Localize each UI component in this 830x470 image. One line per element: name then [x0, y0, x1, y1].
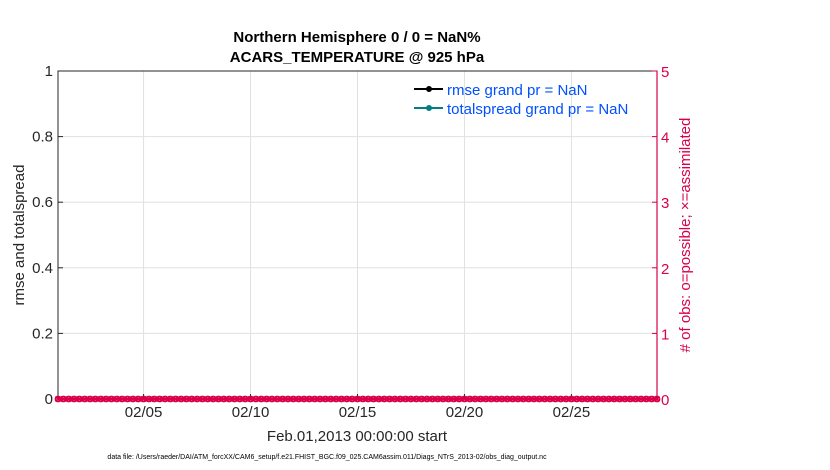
- y-tick-label: 1: [45, 63, 53, 80]
- x-tick-label: 02/15: [339, 404, 377, 421]
- x-tick-label: 02/20: [446, 404, 484, 421]
- y-tick-label: 0.6: [32, 194, 53, 211]
- x-tick-label: 02/10: [232, 404, 270, 421]
- y-right-tick-label: 4: [661, 130, 669, 147]
- y-tick-label: 0.8: [32, 129, 53, 146]
- grid: [58, 70, 657, 400]
- y-right-tick-label: 0: [661, 392, 669, 409]
- obs-count-markers: [54, 395, 661, 403]
- legend: rmse grand pr = NaN totalspread grand pr…: [414, 82, 628, 118]
- legend-marker-rmse: [426, 86, 432, 92]
- title-line-2: ACARS_TEMPERATURE @ 925 hPa: [230, 49, 485, 66]
- y-tick-label: 0: [45, 391, 53, 408]
- legend-label-totalspread: totalspread grand pr = NaN: [447, 101, 628, 118]
- x-axis-label: Feb.01,2013 00:00:00 start: [267, 428, 448, 445]
- legend-label-rmse: rmse grand pr = NaN: [447, 82, 587, 99]
- y-axis-label: rmse and totalspread: [11, 165, 28, 306]
- x-tick-label: 02/05: [125, 404, 163, 421]
- y-right-tick-label: 1: [661, 326, 669, 343]
- title-line-1: Northern Hemisphere 0 / 0 = NaN%: [233, 29, 480, 46]
- y-right-tick-label: 3: [661, 195, 669, 212]
- y-tick-label: 0.4: [32, 260, 53, 277]
- y-axis-right-label: # of obs: o=possible; ×=assimilated: [677, 118, 694, 353]
- y-right-tick-label: 5: [661, 64, 669, 81]
- legend-marker-totalspread: [426, 105, 432, 111]
- x-tick-label: 02/25: [553, 404, 591, 421]
- y-tick-label: 0.2: [32, 325, 53, 342]
- y-right-tick-label: 2: [661, 261, 669, 278]
- data-file-footer: data file: /Users/raeder/DAI/ATM_forcXX/…: [107, 454, 547, 461]
